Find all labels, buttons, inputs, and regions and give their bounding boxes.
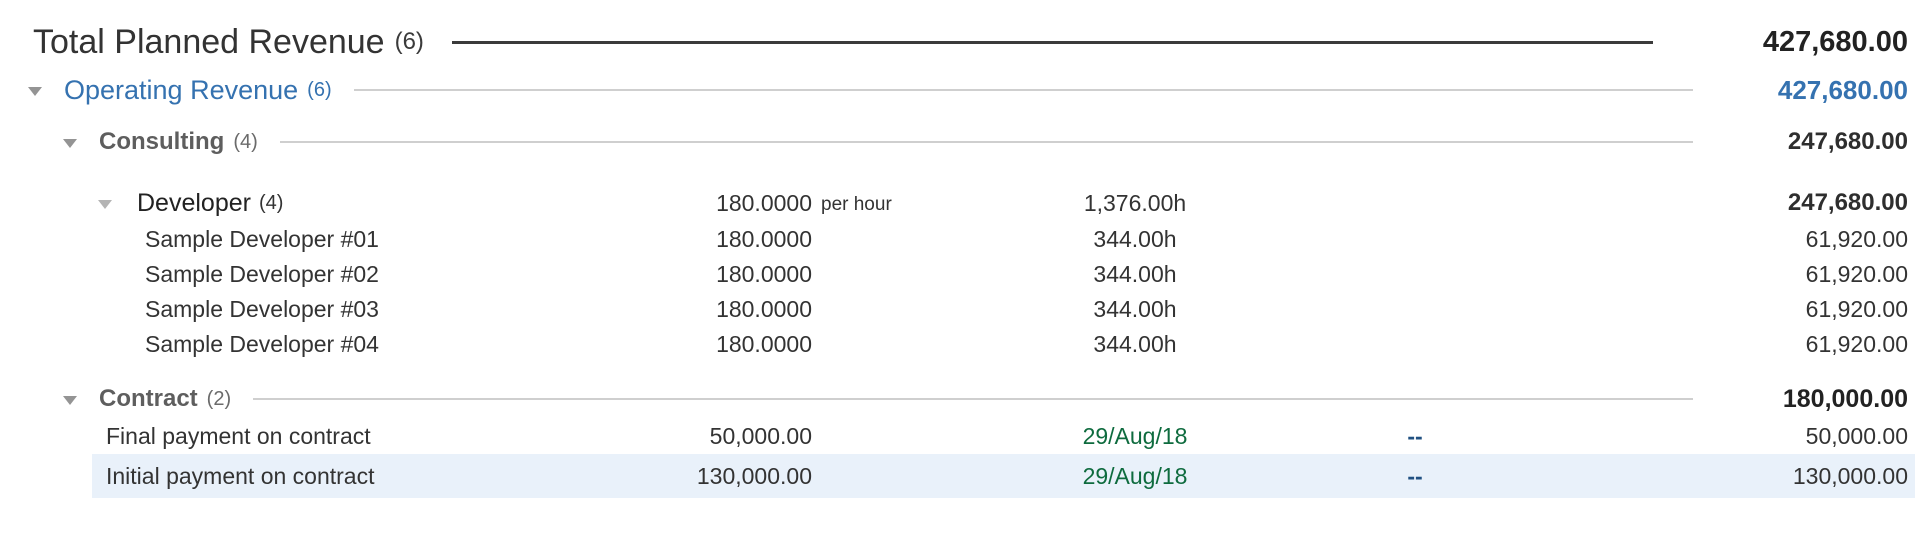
contract-row-dash: -- bbox=[1330, 423, 1500, 450]
collapse-triangle-icon[interactable] bbox=[98, 200, 112, 209]
operating-revenue-label[interactable]: Operating Revenue bbox=[64, 75, 298, 106]
developer-row-name: Sample Developer #04 bbox=[0, 331, 560, 358]
developer-row-name: Sample Developer #03 bbox=[0, 296, 560, 323]
contract-value: 180,000.00 bbox=[1693, 385, 1908, 414]
developer-row-hours: 344.00h bbox=[940, 261, 1330, 288]
consulting-value: 247,680.00 bbox=[1693, 128, 1908, 156]
developer-count: (4) bbox=[259, 192, 283, 215]
developer-row-value: 61,920.00 bbox=[1500, 261, 1908, 288]
operating-revenue-value: 427,680.00 bbox=[1693, 75, 1908, 106]
table-row-developer[interactable]: Sample Developer #01 180.0000 344.00h 61… bbox=[0, 222, 1932, 257]
developer-row-value: 61,920.00 bbox=[1500, 226, 1908, 253]
developer-row-value: 61,920.00 bbox=[1500, 296, 1908, 323]
consulting-label[interactable]: Consulting bbox=[99, 128, 224, 156]
developer-hours: 1,376.00h bbox=[940, 190, 1330, 217]
total-planned-revenue-label: Total Planned Revenue bbox=[33, 23, 385, 62]
developer-value: 247,680.00 bbox=[1500, 189, 1908, 217]
contract-label[interactable]: Contract bbox=[99, 385, 198, 413]
total-planned-revenue-value: 427,680.00 bbox=[1693, 26, 1908, 59]
contract-row-amount: 130,000.00 bbox=[560, 463, 812, 490]
row-contract[interactable]: Contract (2) 180,000.00 bbox=[0, 380, 1932, 418]
row-total-planned-revenue: Total Planned Revenue (6) 427,680.00 bbox=[0, 16, 1932, 68]
developer-rate-unit: per hour bbox=[821, 194, 892, 216]
contract-row-dash: -- bbox=[1330, 463, 1500, 490]
developer-row-hours: 344.00h bbox=[940, 331, 1330, 358]
contract-row-date: 29/Aug/18 bbox=[940, 423, 1330, 450]
table-row-contract[interactable]: Final payment on contract 50,000.00 29/A… bbox=[0, 418, 1932, 454]
leader-line bbox=[354, 89, 1693, 91]
collapse-triangle-icon[interactable] bbox=[28, 87, 42, 96]
developer-row-rate: 180.0000 bbox=[560, 331, 812, 358]
contract-row-value: 50,000.00 bbox=[1500, 423, 1908, 450]
developer-row-hours: 344.00h bbox=[940, 296, 1330, 323]
developer-row-name: Sample Developer #01 bbox=[0, 226, 560, 253]
contract-row-date: 29/Aug/18 bbox=[940, 463, 1330, 490]
table-row-contract-selected[interactable]: Initial payment on contract 130,000.00 2… bbox=[0, 454, 1932, 498]
developer-rate: 180.0000 bbox=[716, 190, 812, 216]
collapse-triangle-icon[interactable] bbox=[63, 139, 77, 148]
table-row-developer[interactable]: Sample Developer #02 180.0000 344.00h 61… bbox=[0, 257, 1932, 292]
operating-revenue-count: (6) bbox=[307, 79, 331, 102]
table-row-developer[interactable]: Sample Developer #03 180.0000 344.00h 61… bbox=[0, 292, 1932, 327]
leader-line bbox=[280, 141, 1693, 143]
table-row-developer[interactable]: Sample Developer #04 180.0000 344.00h 61… bbox=[0, 327, 1932, 362]
developer-row-value: 61,920.00 bbox=[1500, 331, 1908, 358]
developer-row-rate: 180.0000 bbox=[560, 296, 812, 323]
collapse-triangle-icon[interactable] bbox=[63, 396, 77, 405]
developer-row-rate: 180.0000 bbox=[560, 261, 812, 288]
planned-revenue-panel: Total Planned Revenue (6) 427,680.00 Ope… bbox=[0, 0, 1932, 498]
row-operating-revenue[interactable]: Operating Revenue (6) 427,680.00 bbox=[0, 68, 1932, 112]
consulting-count: (4) bbox=[233, 131, 257, 154]
contract-count: (2) bbox=[207, 388, 231, 411]
leader-line-dark bbox=[452, 41, 1653, 44]
contract-row-value: 130,000.00 bbox=[1500, 463, 1908, 490]
developer-row-name: Sample Developer #02 bbox=[0, 261, 560, 288]
total-planned-revenue-count: (6) bbox=[395, 28, 424, 56]
developer-row-hours: 344.00h bbox=[940, 226, 1330, 253]
contract-row-amount: 50,000.00 bbox=[560, 423, 812, 450]
contract-row-name: Initial payment on contract bbox=[0, 463, 560, 490]
row-developer-group[interactable]: Developer (4) 180.0000 per hour 1,376.00… bbox=[0, 184, 1932, 222]
contract-row-name: Final payment on contract bbox=[0, 423, 560, 450]
leader-line bbox=[253, 398, 1693, 400]
developer-row-rate: 180.0000 bbox=[560, 226, 812, 253]
developer-label[interactable]: Developer bbox=[137, 189, 251, 218]
row-consulting[interactable]: Consulting (4) 247,680.00 bbox=[0, 120, 1932, 164]
